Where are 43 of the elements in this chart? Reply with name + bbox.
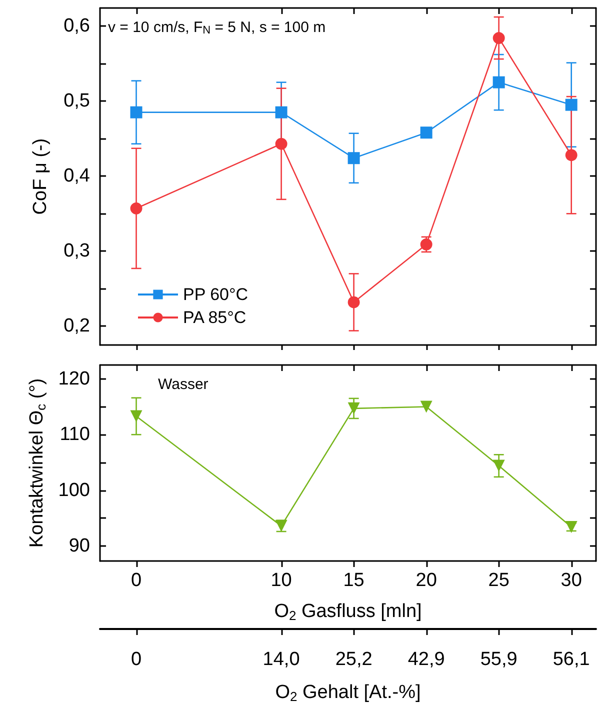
point — [565, 149, 578, 162]
x-tick-label: 0 — [130, 570, 142, 591]
point — [565, 98, 578, 111]
legend-label: PA 85°C — [183, 308, 246, 327]
y-tick-label: 0,6 — [64, 16, 90, 37]
y-tick-label: 0,4 — [64, 166, 90, 187]
y-tick-label: 0,5 — [64, 90, 90, 112]
x-tick-label: 10 — [270, 570, 292, 591]
y-tick-label: 0,3 — [64, 240, 90, 262]
y-tick-label: 120 — [58, 368, 90, 390]
annotation: 42,9 — [408, 649, 445, 670]
annotation: 55,9 — [480, 649, 518, 670]
y-tick-label: 0,2 — [64, 316, 90, 337]
annotation: v = 10 cm/s, FN = 5 N, s = 100 m — [108, 19, 326, 36]
point — [492, 76, 505, 88]
point — [348, 402, 360, 414]
point — [275, 138, 288, 150]
y-axis-title: CoF μ (-) — [30, 138, 51, 215]
point — [130, 106, 142, 118]
annotation: 14,0 — [262, 649, 300, 670]
point — [130, 410, 142, 422]
y-tick-label: 110 — [60, 424, 90, 446]
x-tick-label: 25 — [488, 570, 510, 591]
x-tick-label: 20 — [416, 570, 437, 591]
point — [492, 460, 505, 472]
y-tick-label: 100 — [58, 480, 90, 501]
annotation: Wasser — [158, 376, 208, 393]
point — [275, 106, 288, 118]
annotation: 56,1 — [552, 649, 590, 670]
annotation: 25,2 — [335, 649, 372, 670]
point — [130, 202, 142, 214]
y-axis-title: Kontaktwinkel Θc (°) — [26, 378, 48, 548]
point — [420, 238, 432, 250]
point — [492, 32, 505, 44]
point — [348, 152, 360, 164]
x-tick-label: 15 — [343, 570, 364, 591]
point — [420, 126, 432, 139]
x-tick-label: 30 — [560, 570, 582, 591]
annotation: 0 — [130, 649, 142, 670]
legend-label: PP 60°C — [183, 285, 248, 304]
y-tick-label: 90 — [68, 535, 90, 556]
point — [348, 296, 360, 308]
point — [420, 400, 432, 413]
